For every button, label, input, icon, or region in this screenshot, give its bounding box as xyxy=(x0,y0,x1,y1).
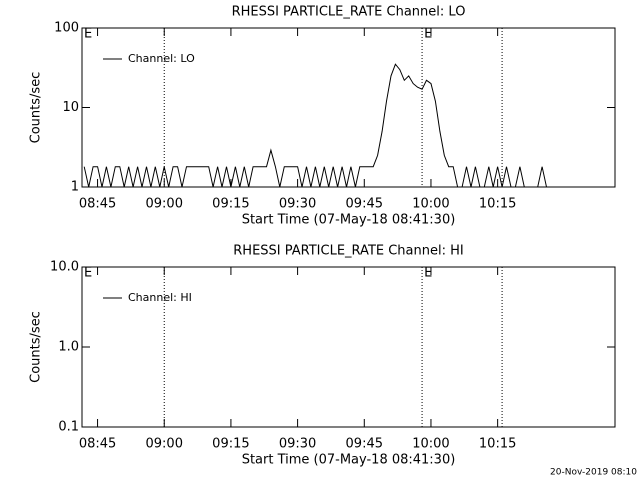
chart-title: RHESSI PARTICLE_RATE Channel: LO xyxy=(232,5,466,20)
y-tick-label: 1.0 xyxy=(58,340,79,355)
y-tick-label: 0.1 xyxy=(58,420,79,435)
x-tick-label: 10:00 xyxy=(412,197,449,212)
annotation: E xyxy=(424,27,432,42)
annotation: E xyxy=(84,266,92,281)
annotation: E xyxy=(424,266,432,281)
legend-label: Channel: LO xyxy=(128,52,195,65)
x-tick-label: 08:45 xyxy=(79,197,116,212)
y-tick-label: 10 xyxy=(62,100,79,115)
data-line xyxy=(83,63,609,188)
x-tick-label: 10:15 xyxy=(479,437,516,452)
annotation: E xyxy=(84,27,92,42)
x-tick-label: 09:15 xyxy=(212,437,249,452)
chart-title: RHESSI PARTICLE_RATE Channel: HI xyxy=(233,244,463,259)
x-tick-label: 09:15 xyxy=(212,197,249,212)
y-tick-label: 100 xyxy=(54,21,79,36)
legend-label: Channel: HI xyxy=(128,291,192,304)
y-axis-label: Counts/sec xyxy=(29,72,44,144)
footer: 20-Nov-2019 08:10 xyxy=(550,468,637,478)
x-tick-label: 09:00 xyxy=(146,197,183,212)
y-tick-label: 10.0 xyxy=(50,260,79,275)
y-axis-label: Counts/sec xyxy=(29,311,44,383)
y-tick-label: 1 xyxy=(71,180,79,195)
x-tick-label: 10:00 xyxy=(412,437,449,452)
x-axis-label: Start Time (07-May-18 08:41:30) xyxy=(242,213,456,228)
x-tick-label: 08:45 xyxy=(79,437,116,452)
x-axis-label: Start Time (07-May-18 08:41:30) xyxy=(242,453,456,468)
x-tick-label: 09:30 xyxy=(279,437,316,452)
x-tick-label: 10:15 xyxy=(479,197,516,212)
x-tick-label: 09:00 xyxy=(146,437,183,452)
x-tick-label: 09:45 xyxy=(346,197,383,212)
x-tick-label: 09:30 xyxy=(279,197,316,212)
x-tick-label: 09:45 xyxy=(346,437,383,452)
